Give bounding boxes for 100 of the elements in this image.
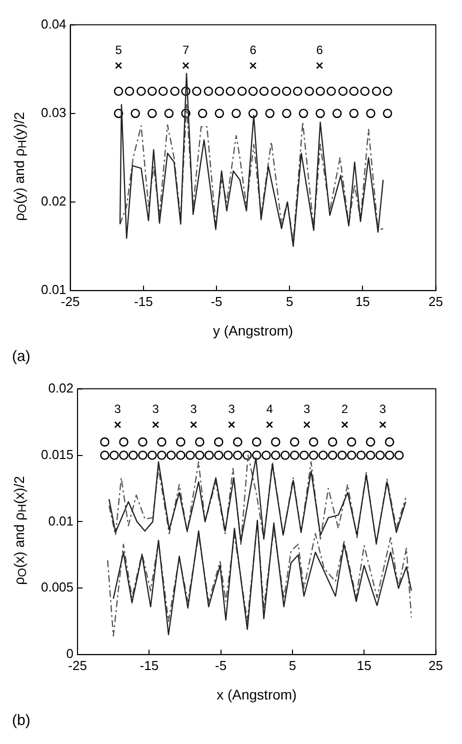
point	[195, 450, 204, 460]
point	[128, 450, 138, 460]
annotation: 3	[114, 402, 122, 416]
point	[186, 450, 195, 460]
x-tick-label: -5	[215, 658, 227, 673]
point	[136, 86, 146, 96]
point	[308, 450, 318, 460]
x-axis-title: x (Angstrom)	[216, 686, 297, 702]
point	[226, 86, 236, 96]
point	[130, 108, 140, 118]
annotation: 3	[379, 402, 386, 416]
point	[148, 86, 157, 96]
point	[233, 450, 242, 460]
point	[138, 450, 148, 460]
text: (b)	[12, 712, 30, 729]
point	[204, 86, 214, 96]
point	[292, 86, 302, 96]
point	[248, 108, 258, 118]
point	[148, 108, 157, 118]
point	[182, 62, 190, 70]
point	[318, 450, 328, 460]
point	[375, 450, 385, 460]
point	[157, 437, 166, 447]
point	[115, 62, 122, 70]
point	[190, 421, 198, 428]
point	[360, 86, 370, 96]
point	[303, 421, 310, 428]
point	[384, 450, 394, 460]
point	[341, 421, 348, 428]
point	[114, 108, 124, 118]
point	[232, 108, 241, 118]
annotation: 3	[228, 402, 236, 416]
annotation: 3	[303, 402, 310, 416]
point	[337, 450, 347, 460]
point	[233, 437, 242, 447]
point	[382, 108, 392, 118]
point	[214, 437, 224, 447]
x-tick-label: 15	[355, 294, 370, 309]
x-tick-label: -15	[134, 294, 153, 309]
point	[214, 86, 224, 96]
point	[176, 437, 186, 447]
x-tick-label: 15	[356, 658, 372, 673]
point	[270, 450, 280, 460]
point	[300, 450, 309, 460]
y-tick-label: 0.02	[48, 380, 74, 396]
point	[282, 86, 292, 96]
annotation: 6	[316, 42, 324, 57]
y-tick-label: 0.03	[40, 104, 66, 120]
point	[346, 437, 356, 447]
y-tick-label: 0.04	[40, 16, 66, 32]
x-tick-label: 5	[288, 658, 296, 673]
point	[328, 450, 338, 460]
x-tick-label: -15	[140, 658, 159, 673]
point	[382, 86, 392, 96]
point	[270, 437, 280, 447]
point	[214, 108, 224, 118]
annotation: 2	[341, 402, 348, 416]
point	[338, 86, 348, 96]
annotation: 6	[250, 42, 257, 57]
point	[198, 108, 208, 118]
point	[384, 437, 394, 447]
point	[100, 437, 110, 447]
point	[298, 108, 308, 118]
point	[242, 450, 252, 460]
x-tick-label: 25	[428, 658, 444, 673]
point	[228, 421, 236, 428]
point	[114, 86, 124, 96]
point	[214, 450, 224, 460]
annotation: 3	[152, 402, 160, 416]
point	[181, 86, 190, 96]
x-tick-label: -5	[210, 294, 222, 309]
point	[316, 108, 325, 118]
point	[316, 86, 325, 96]
point	[308, 437, 318, 447]
point	[166, 450, 176, 460]
point	[366, 108, 376, 118]
point	[204, 450, 214, 460]
point	[332, 108, 342, 118]
text: (a)	[12, 348, 30, 365]
point	[346, 450, 356, 460]
point	[349, 86, 359, 96]
point	[252, 450, 262, 460]
point	[372, 86, 382, 96]
point	[394, 450, 404, 460]
point	[119, 450, 128, 460]
point	[148, 450, 157, 460]
point	[170, 86, 180, 96]
point	[158, 86, 168, 96]
point	[237, 86, 247, 96]
point	[119, 437, 128, 447]
point	[280, 450, 290, 460]
y-tick-label: 0.02	[40, 194, 66, 209]
y-tick-label: 0.005	[40, 580, 74, 595]
point	[366, 450, 376, 460]
point	[138, 437, 148, 447]
point	[248, 86, 258, 96]
point	[164, 108, 174, 118]
annotation: 5	[115, 42, 122, 57]
point	[152, 421, 160, 428]
point	[328, 437, 338, 447]
